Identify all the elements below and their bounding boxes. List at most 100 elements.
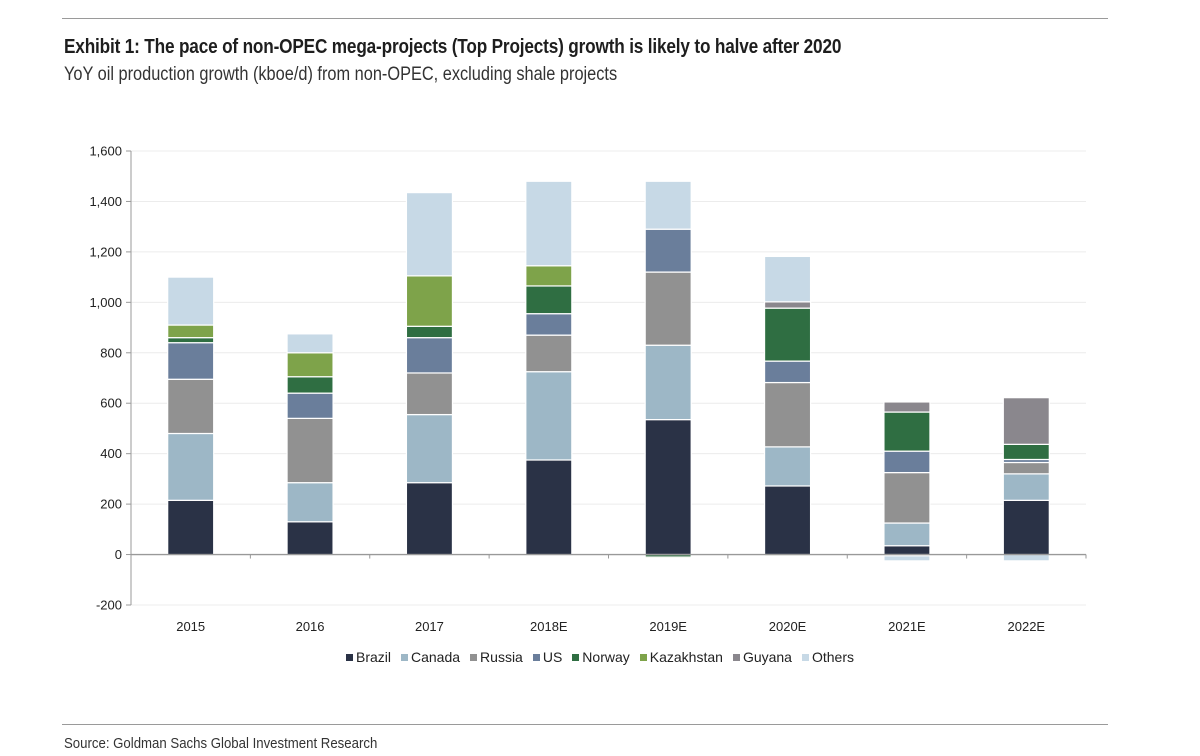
x-tick-label: 2020E	[769, 619, 807, 634]
bar-segment-guyana	[763, 301, 812, 309]
bar-group-2020e	[763, 255, 812, 557]
chart-subtitle: YoY oil production growth (kboe/d) from …	[64, 64, 618, 85]
bar-segment-others	[883, 555, 931, 562]
bar-segment-russia	[525, 334, 573, 373]
bar-segment-brazil	[286, 521, 334, 556]
bar-segment-norway	[883, 411, 931, 452]
bar-segment-russia	[167, 378, 215, 435]
legend-swatch	[345, 653, 353, 661]
bar-segment-canada	[405, 413, 454, 484]
bar-segment-others	[286, 333, 334, 354]
bar-group-2015	[167, 276, 215, 556]
bar-segment-russia	[286, 417, 334, 484]
bar-segment-brazil	[525, 459, 573, 556]
bar-segment-brazil	[883, 545, 931, 556]
bar-segment-canada	[286, 482, 334, 523]
x-tick-label: 2022E	[1008, 619, 1046, 634]
bar-segment-canada	[644, 344, 692, 421]
y-tick-label: -200	[96, 598, 122, 613]
gridlines	[126, 150, 1086, 606]
bar-segment-norway	[1002, 443, 1050, 461]
bar-segment-norway	[167, 337, 215, 344]
bar-segment-guyana	[1002, 397, 1050, 445]
bar-group-2016	[286, 333, 334, 556]
bar-segment-others	[525, 180, 573, 267]
stacked-bar-chart: -200 0 200 400 600 800 1,000 1,200 1,400 1,600 20…	[89, 144, 1087, 634]
chart-title: Exhibit 1: The pace of non-OPEC mega-pro…	[64, 36, 842, 58]
bar-segment-us	[525, 313, 573, 336]
bar-segment-norway	[405, 325, 454, 339]
bar-segment-russia	[405, 372, 454, 416]
bottom-rule	[62, 724, 1108, 725]
bar-segment-kazakhstan	[286, 352, 334, 378]
bar-segment-us	[167, 342, 215, 380]
legend-item-kazakhstan: Kazakhstan	[639, 649, 723, 665]
bar-segment-kazakhstan	[167, 324, 215, 339]
bar-segment-russia	[883, 471, 931, 524]
legend-item-canada: Canada	[401, 649, 460, 665]
y-tick-label: 1,400	[89, 194, 122, 209]
bar-group-2019e	[644, 180, 692, 559]
x-tick-label: 2017	[415, 619, 444, 634]
bar-segment-others	[405, 192, 454, 277]
y-tick-label: 1,600	[89, 144, 122, 159]
legend-label: Brazil	[355, 649, 391, 665]
legend-swatch	[470, 653, 478, 661]
bar-group-2022e	[1002, 397, 1050, 562]
legend: Brazil Canada Russia US Norway Kazakhstan Guya…	[0, 649, 1200, 665]
legend-item-guyana: Guyana	[732, 649, 792, 665]
x-axis-labels: 2015 2016 2017 2018E 2019E 2020E 2021E 2022E	[176, 619, 1045, 634]
bar-segment-kazakhstan	[405, 275, 454, 327]
bar-segment-canada	[763, 446, 812, 487]
legend-swatch	[732, 653, 740, 661]
legend-label: Canada	[411, 649, 461, 665]
legend-item-norway: Norway	[572, 649, 630, 665]
bar-segment-russia	[763, 381, 812, 448]
y-axis-labels: -200 0 200 400 600 800 1,000 1,200 1,400 1,600	[89, 144, 122, 613]
bar-segment-others	[167, 276, 215, 326]
legend-item-brazil: Brazil	[345, 649, 391, 665]
legend-label: US	[542, 649, 563, 665]
y-tick-label: 200	[100, 497, 122, 512]
bar-segment-us	[405, 337, 454, 374]
bar-segment-kazakhstan	[644, 556, 692, 559]
y-tick-label: 600	[100, 396, 122, 411]
x-tick-label: 2015	[176, 619, 205, 634]
legend-label: Russia	[480, 649, 523, 665]
bar-segment-brazil	[1002, 499, 1050, 556]
x-tick-label: 2021E	[888, 619, 926, 634]
legend-item-others: Others	[801, 649, 854, 665]
legend-label: Kazakhstan	[649, 649, 723, 665]
legend-swatch	[801, 653, 809, 661]
bar-group-2021e	[883, 401, 931, 562]
legend-label: Guyana	[742, 649, 792, 665]
legend-swatch	[532, 653, 540, 661]
legend-swatch	[639, 653, 647, 661]
bars	[167, 180, 1050, 562]
x-tick-label: 2018E	[530, 619, 568, 634]
bar-segment-norway	[525, 285, 573, 315]
legend-item-russia: Russia	[470, 649, 523, 665]
bar-segment-others	[1002, 553, 1050, 562]
legend-label: Others	[811, 649, 854, 665]
bar-segment-russia	[1002, 461, 1050, 475]
bar-segment-canada	[167, 432, 215, 501]
y-tick-label: 1,200	[89, 244, 122, 259]
legend-swatch	[572, 653, 580, 661]
bar-segment-norway	[763, 307, 812, 362]
legend-label: Norway	[582, 649, 630, 665]
y-tick-label: 1,000	[89, 295, 122, 310]
axes	[130, 151, 1087, 605]
bar-group-2017	[405, 192, 454, 556]
bar-segment-canada	[525, 371, 573, 461]
bar-segment-kazakhstan	[525, 265, 573, 287]
bar-segment-brazil	[763, 485, 812, 556]
legend-item-us: US	[532, 649, 563, 665]
y-tick-label: 400	[100, 446, 122, 461]
bar-group-2018e	[525, 180, 573, 556]
bar-segment-canada	[883, 522, 931, 547]
bar-segment-us	[763, 360, 812, 384]
bar-segment-guyana	[883, 401, 931, 413]
bar-segment-us	[883, 450, 931, 474]
source-note: Source: Goldman Sachs Global Investment …	[64, 735, 378, 752]
